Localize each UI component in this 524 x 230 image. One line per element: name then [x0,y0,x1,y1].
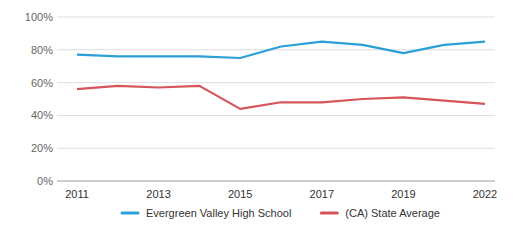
y-tick-label: 80% [31,44,53,56]
x-tick-label: 2022 [473,188,497,200]
legend-label: (CA) State Average [345,207,440,219]
chart: 0% 20% 40% 60% 80% 100% 2011 2013 2015 2017 2019 20… [0,0,524,230]
legend-swatch [122,212,138,215]
y-tick-label: 0% [37,175,53,187]
x-tick-label: 2015 [228,188,252,200]
series-line [77,86,485,109]
x-tick-label: 2019 [391,188,415,200]
grid-line [57,82,495,83]
y-tick-label: 60% [31,77,53,89]
grid-line [57,115,495,116]
plot-area [77,42,485,109]
series-line [77,42,485,58]
x-tick-label: 2011 [65,188,89,200]
y-tick-label: 100% [25,11,53,23]
grid-line [57,181,495,182]
x-tick-label: 2013 [146,188,170,200]
y-tick-label: 20% [31,142,53,154]
y-tick-label: 40% [31,109,53,121]
legend-swatch [321,212,337,215]
grid-line [57,148,495,149]
grid-line [57,17,495,18]
grid-line [57,49,495,50]
legend-label: Evergreen Valley High School [146,207,291,219]
x-tick-label: 2017 [310,188,334,200]
